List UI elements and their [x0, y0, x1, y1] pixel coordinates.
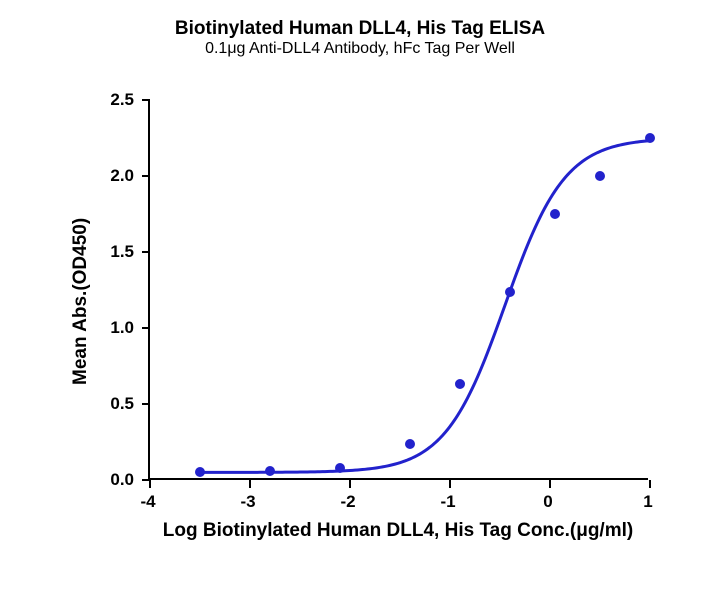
- x-tick: [149, 480, 152, 488]
- x-tick-label: -4: [140, 492, 155, 512]
- y-tick: [142, 251, 150, 254]
- y-tick: [142, 99, 150, 102]
- y-tick-label: 2.5: [94, 90, 134, 110]
- fit-curve: [150, 100, 650, 480]
- x-tick: [349, 480, 352, 488]
- data-point: [645, 133, 655, 143]
- x-tick-label: -2: [340, 492, 355, 512]
- data-point: [405, 439, 415, 449]
- y-tick-label: 0.0: [94, 470, 134, 490]
- y-axis-label: Mean Abs.(OD450): [70, 218, 92, 385]
- x-tick: [249, 480, 252, 488]
- x-tick-label: 1: [643, 492, 652, 512]
- chart-title: Biotinylated Human DLL4, His Tag ELISA 0…: [0, 18, 720, 58]
- data-point: [455, 379, 465, 389]
- y-tick-label: 1.0: [94, 318, 134, 338]
- data-point: [335, 463, 345, 473]
- title-line-1: Biotinylated Human DLL4, His Tag ELISA: [0, 18, 720, 40]
- x-tick: [449, 480, 452, 488]
- data-point: [595, 171, 605, 181]
- data-point: [505, 287, 515, 297]
- title-line-2: 0.1μg Anti-DLL4 Antibody, hFc Tag Per We…: [0, 40, 720, 58]
- y-tick-label: 0.5: [94, 394, 134, 414]
- data-point: [195, 467, 205, 477]
- x-tick-label: -1: [440, 492, 455, 512]
- x-tick: [549, 480, 552, 488]
- x-tick: [649, 480, 652, 488]
- plot-area: [148, 100, 648, 480]
- y-tick: [142, 403, 150, 406]
- y-tick: [142, 327, 150, 330]
- data-point: [550, 209, 560, 219]
- y-tick: [142, 175, 150, 178]
- x-tick-label: 0: [543, 492, 552, 512]
- x-axis-label: Log Biotinylated Human DLL4, His Tag Con…: [58, 520, 720, 542]
- y-tick-label: 2.0: [94, 166, 134, 186]
- data-point: [265, 466, 275, 476]
- y-tick-label: 1.5: [94, 242, 134, 262]
- x-tick-label: -3: [240, 492, 255, 512]
- fit-curve-path: [200, 141, 650, 473]
